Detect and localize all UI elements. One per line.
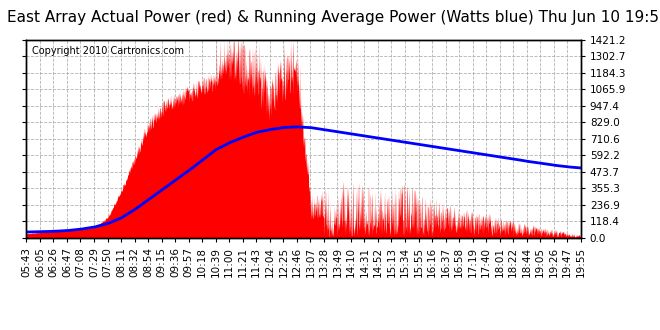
Text: East Array Actual Power (red) & Running Average Power (Watts blue) Thu Jun 10 19: East Array Actual Power (red) & Running … [7, 10, 660, 25]
Text: Copyright 2010 Cartronics.com: Copyright 2010 Cartronics.com [32, 46, 184, 55]
